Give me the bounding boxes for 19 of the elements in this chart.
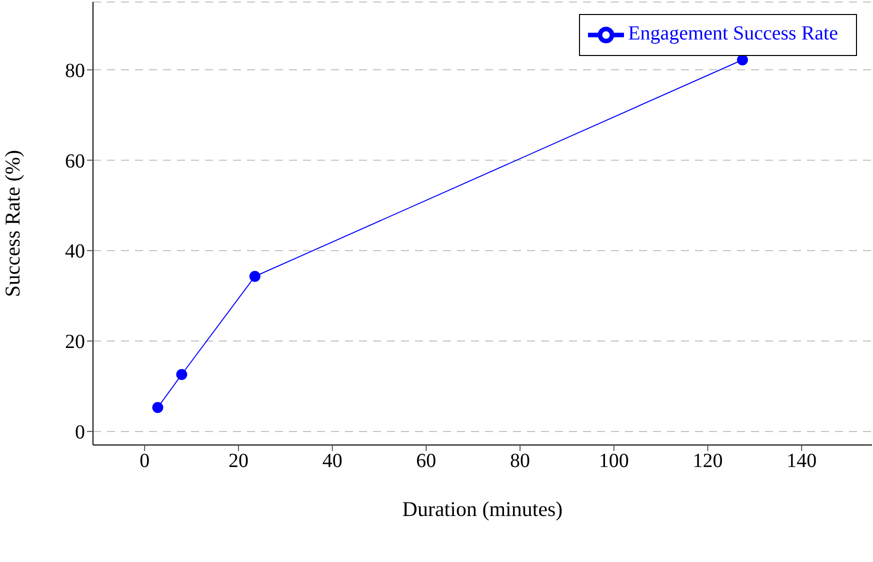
x-tick-label: 80 — [510, 450, 530, 472]
x-axis-title: Duration (minutes) — [402, 497, 563, 521]
x-tick-label: 140 — [786, 450, 817, 472]
point — [152, 402, 164, 413]
x-tick-label: 0 — [140, 450, 150, 472]
x-tick-label: 20 — [228, 450, 248, 472]
y-tick-label: 40 — [65, 240, 85, 263]
x-tick-label: 40 — [322, 450, 342, 472]
y-tick-label: 60 — [65, 150, 85, 172]
y-tick-label: 20 — [65, 331, 85, 354]
x-tick-label: 120 — [692, 450, 723, 472]
y-tick-label: 80 — [65, 60, 85, 82]
x-tick-label: 60 — [416, 450, 436, 472]
legend-label: Engagement Success Rate — [628, 22, 838, 45]
point — [176, 368, 188, 380]
point — [249, 270, 260, 282]
x-tick-label: 100 — [598, 450, 629, 472]
y-axis-title: Success Rate (%) — [0, 150, 24, 297]
y-tick-label: 0 — [75, 422, 85, 444]
